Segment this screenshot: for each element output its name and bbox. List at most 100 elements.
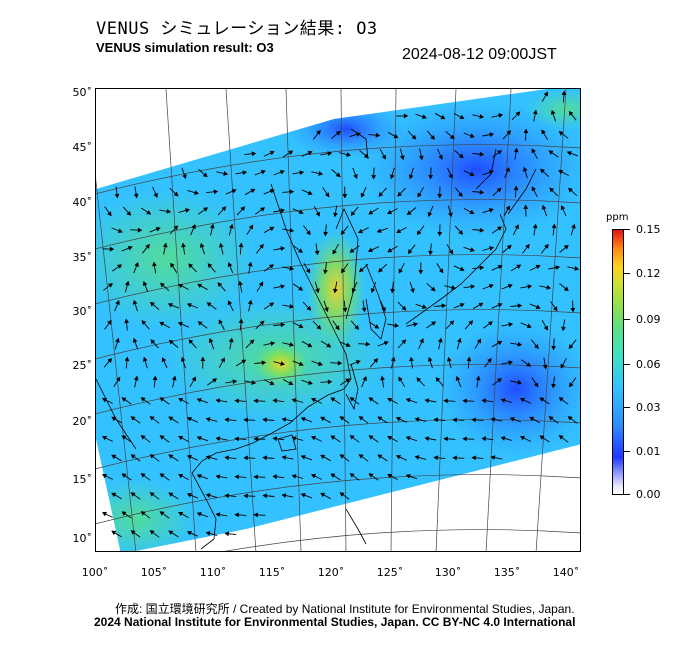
wind-arrow-head	[574, 266, 580, 271]
wind-arrow-head	[387, 435, 393, 441]
wind-arrow-head	[152, 261, 157, 267]
wind-arrow-head	[170, 262, 175, 268]
wind-arrow-head	[417, 192, 422, 198]
wind-arrow-head	[508, 360, 514, 365]
wind-arrow-head	[497, 226, 503, 231]
wind-arrow-head	[424, 436, 430, 442]
wind-arrow-head	[527, 284, 533, 290]
colorbar-tick	[624, 364, 630, 365]
wind-arrow-head	[298, 361, 304, 367]
wind-arrow-head	[173, 225, 179, 231]
wind-arrow-head	[132, 299, 138, 305]
map-frame[interactable]	[95, 88, 581, 552]
wind-arrow-head	[446, 356, 452, 362]
wind-arrow-head	[361, 307, 367, 313]
wind-arrow-head	[435, 377, 441, 383]
lon-tick-110: 110˚	[199, 566, 227, 579]
wind-arrow-head	[306, 230, 311, 236]
wind-arrow-head	[323, 269, 328, 275]
wind-arrow-head	[180, 356, 186, 362]
wind-arrow-head	[299, 170, 305, 176]
wind-arrow-head	[324, 192, 330, 198]
wind-arrow-head	[568, 344, 574, 350]
wind-arrow-head	[561, 326, 566, 332]
wind-arrow-head	[451, 285, 457, 290]
wind-arrow-head	[479, 227, 485, 233]
wind-arrow-head	[259, 320, 265, 326]
wind-arrow-head	[356, 132, 361, 137]
wind-arrow-head	[199, 242, 205, 248]
wind-arrow-head	[487, 357, 492, 363]
wind-arrow-head	[405, 436, 411, 441]
wind-arrow-head	[121, 435, 127, 440]
wind-arrow-head	[178, 511, 184, 517]
wind-arrow-head	[159, 473, 165, 478]
lat-tick-20: 20˚	[72, 415, 93, 428]
wind-arrow-head	[218, 319, 223, 325]
wind-arrow-head	[433, 455, 439, 461]
wind-arrow-head	[121, 397, 127, 402]
wind-arrow-head	[117, 228, 123, 234]
wind-arrow-head	[320, 416, 326, 422]
wind-arrow-head	[196, 436, 202, 441]
wind-arrow-head	[500, 398, 506, 403]
wind-arrow-head	[405, 474, 411, 479]
wind-arrow-head	[259, 243, 264, 249]
wind-arrow-head	[523, 204, 529, 210]
colorbar-tick	[624, 229, 630, 230]
wind-arrow-head	[567, 416, 573, 421]
wind-arrow-head	[569, 382, 574, 388]
wind-arrow-head	[253, 474, 258, 480]
wind-arrow-head	[526, 323, 532, 329]
wind-arrow-head	[101, 511, 108, 517]
wind-arrow-head	[349, 248, 355, 253]
wind-arrow-head	[152, 375, 158, 381]
wind-arrow-head	[563, 244, 569, 250]
wind-arrow-head	[155, 226, 161, 232]
wind-arrow-head	[489, 132, 495, 138]
wind-arrow-head	[188, 263, 194, 269]
wind-arrow-head	[115, 300, 120, 305]
wind-arrow-head	[316, 324, 322, 330]
wind-arrow-head	[224, 455, 230, 461]
wind-arrow-head	[330, 397, 336, 402]
wind-arrow-head	[440, 114, 446, 120]
wind-arrow-head	[500, 436, 506, 441]
wind-arrow-head	[383, 341, 389, 346]
lon-tick-100: 100˚	[81, 566, 109, 579]
wind-arrow-head	[234, 436, 239, 442]
colorbar-unit: ppm	[606, 212, 629, 223]
wind-arrow-head	[280, 284, 286, 289]
wind-arrow-head	[468, 320, 474, 326]
wind-arrow-head	[475, 375, 481, 381]
wind-arrow-head	[481, 398, 487, 404]
wind-arrow-head	[161, 357, 167, 363]
wind-arrow-head	[182, 174, 187, 180]
wind-arrow-head	[523, 128, 529, 134]
wind-arrow-head	[306, 305, 312, 311]
wind-arrow-head	[335, 130, 341, 136]
wind-arrow-head	[232, 379, 238, 385]
colorbar-label-0.12: 0.12	[636, 267, 661, 280]
wind-arrow-head	[470, 284, 476, 290]
wind-arrow-head	[443, 436, 448, 442]
wind-arrow-head	[203, 207, 209, 212]
wind-arrow-head	[224, 417, 230, 423]
wind-arrow-head	[247, 299, 253, 305]
wind-arrow-head	[459, 114, 465, 120]
wind-arrow-head	[346, 152, 352, 157]
wind-arrow-head	[145, 243, 150, 249]
wind-arrow-head	[542, 364, 548, 370]
wind-arrow-head	[130, 530, 136, 535]
wind-arrow-head	[387, 209, 393, 215]
wind-arrow-head	[196, 512, 202, 517]
wind-arrow-head	[111, 454, 117, 460]
wind-arrow-head	[159, 511, 165, 516]
wind-arrow-head	[452, 455, 457, 461]
wind-arrow-head	[517, 379, 523, 385]
wind-arrow-head	[227, 262, 233, 267]
wind-arrow-head	[358, 454, 364, 459]
wind-arrow-head	[142, 281, 148, 286]
wind-arrow-head	[359, 267, 364, 273]
wind-arrow-head	[515, 111, 521, 117]
